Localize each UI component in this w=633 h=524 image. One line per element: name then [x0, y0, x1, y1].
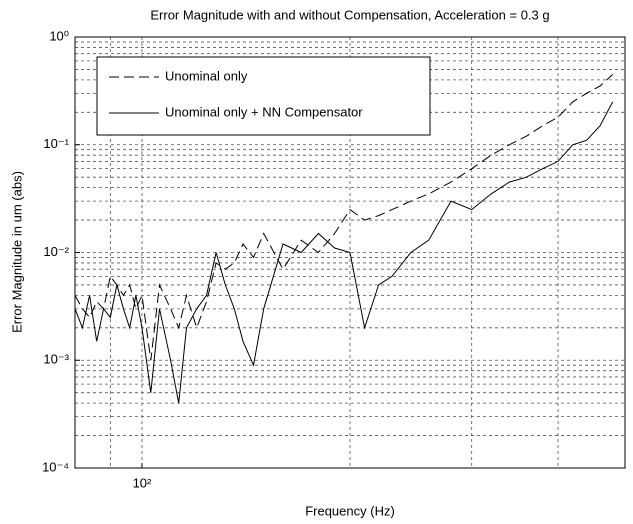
- legend-box: [96, 56, 431, 136]
- series-line: [74, 101, 614, 404]
- y-tick-label: 10⁻³: [43, 352, 69, 367]
- x-axis-label: Frequency (Hz): [305, 503, 395, 518]
- legend-label: Unominal only: [165, 68, 248, 83]
- series-line: [74, 74, 614, 361]
- plot-frame: [74, 36, 626, 469]
- legend-label: Unominal only + NN Compensator: [165, 104, 363, 119]
- chart-title: Error Magnitude with and without Compens…: [150, 7, 549, 22]
- x-tick-label: 10²: [133, 475, 152, 490]
- y-tick-label: 10⁰: [49, 28, 69, 43]
- y-tick-label: 10⁻¹: [43, 136, 69, 151]
- y-tick-label: 10⁻⁴: [42, 459, 69, 474]
- y-tick-label: 10⁻²: [43, 244, 69, 259]
- y-axis-label: Error Magnitude in um (abs): [9, 171, 24, 333]
